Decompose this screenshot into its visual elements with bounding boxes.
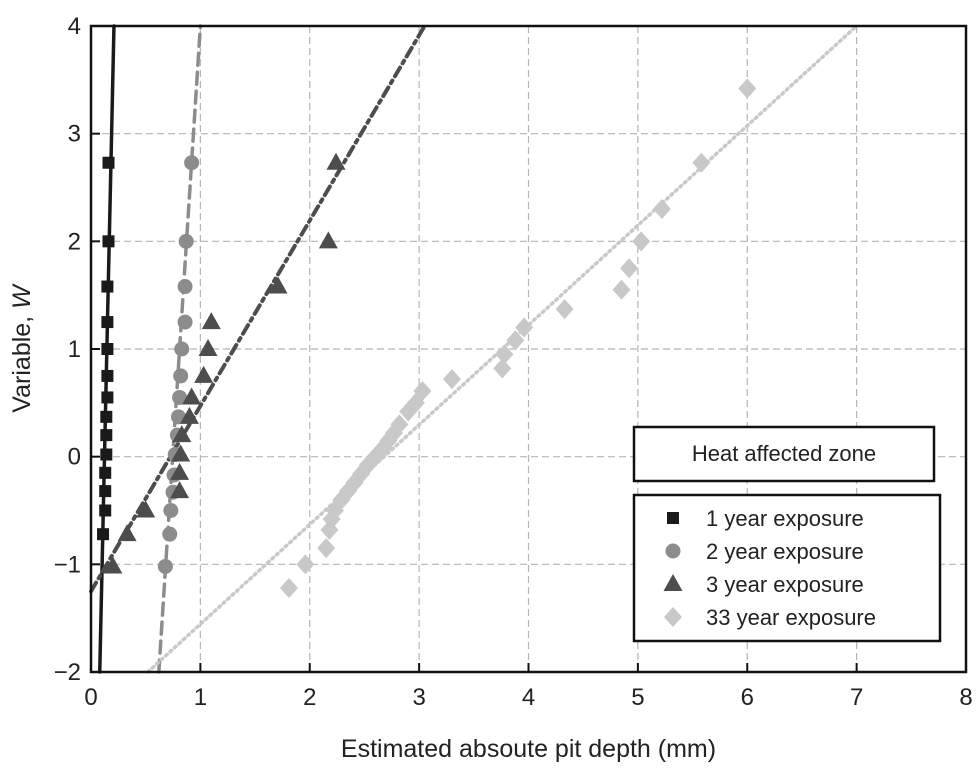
y-tick-label: 2: [68, 228, 81, 255]
data-point-33yr: [399, 401, 418, 422]
legend-label-2yr: 2 year exposure: [706, 539, 864, 564]
data-point-33yr: [632, 231, 651, 252]
fit-line-3yr: [89, 24, 427, 594]
y-tick-label: 1: [68, 336, 81, 363]
data-point-33yr: [738, 78, 757, 99]
legend-frame: [632, 493, 942, 643]
x-tick-label: 8: [959, 684, 972, 711]
data-point-2yr: [177, 279, 193, 295]
data-point-3yr: [201, 312, 221, 330]
data-point-33yr: [555, 299, 574, 320]
data-point-33yr: [442, 369, 461, 390]
data-point-3yr: [103, 556, 123, 574]
y-tick-label: 0: [68, 444, 81, 471]
data-point-3yr: [170, 462, 190, 480]
x-tick-label: 5: [631, 684, 644, 711]
data-point-3yr: [182, 387, 202, 405]
data-point-2yr: [174, 341, 190, 357]
data-point-33yr: [692, 152, 711, 173]
data-point-33yr: [296, 554, 315, 575]
data-point-3yr: [179, 406, 199, 424]
data-point-1yr: [100, 429, 113, 442]
data-point-2yr: [162, 526, 178, 542]
legend-label-33yr: 33 year exposure: [706, 605, 876, 630]
data-point-1yr: [100, 448, 113, 461]
data-point-1yr: [101, 280, 114, 293]
x-axis-label: Estimated absoute pit depth (mm): [341, 735, 716, 763]
grid-layer: [91, 26, 966, 672]
data-point-33yr: [495, 344, 514, 365]
x-tick-label: 0: [84, 684, 97, 711]
data-point-3yr: [194, 365, 214, 383]
legend-label-3yr: 3 year exposure: [706, 572, 864, 597]
x-tick-label: 2: [303, 684, 316, 711]
legend-title-box: Heat affected zone: [632, 425, 936, 483]
data-point-2yr: [157, 558, 173, 574]
data-point-1yr: [99, 504, 112, 517]
legend-title: Heat affected zone: [692, 441, 876, 466]
x-tick-label: 4: [522, 684, 535, 711]
data-point-1yr: [102, 235, 115, 248]
data-point-33yr: [652, 199, 671, 220]
y-tick-label: −1: [54, 551, 81, 578]
data-point-1yr: [101, 369, 114, 382]
data-point-1yr: [102, 156, 115, 169]
data-point-3yr: [171, 444, 191, 462]
data-point-3yr: [136, 500, 156, 518]
data-point-33yr: [620, 258, 639, 279]
data-point-2yr: [177, 314, 193, 330]
legend-marker-33yr: [664, 607, 682, 627]
x-tick-label: 7: [850, 684, 863, 711]
y-axis-label-prefix: Variable,: [8, 309, 36, 413]
data-point-3yr: [268, 276, 288, 294]
data-point-2yr: [178, 233, 194, 249]
data-point-2yr: [172, 389, 188, 405]
data-point-3yr: [117, 524, 137, 542]
y-tick-label: 3: [68, 121, 81, 148]
legend-title-frame: [632, 425, 936, 483]
x-tick-label: 1: [194, 684, 207, 711]
data-point-3yr: [326, 152, 346, 170]
data-point-1yr: [101, 343, 114, 355]
data-point-1yr: [101, 391, 114, 404]
legend-marker-1yr: [667, 512, 679, 524]
data-point-3yr: [172, 425, 192, 443]
y-axis-label-variable: W: [8, 283, 36, 309]
data-point-1yr: [99, 485, 112, 498]
data-point-33yr: [493, 358, 512, 379]
data-point-2yr: [173, 368, 189, 384]
data-point-33yr: [515, 317, 534, 338]
data-point-33yr: [612, 279, 631, 300]
data-point-3yr: [170, 481, 190, 499]
data-point-33yr: [506, 330, 525, 351]
data-point-1yr: [100, 410, 113, 423]
y-axis-label: Variable, W: [8, 283, 36, 413]
legend-label-1yr: 1 year exposure: [706, 506, 864, 531]
legend-marker-2yr: [665, 543, 681, 559]
data-point-2yr: [184, 155, 200, 171]
data-points-layer: [97, 78, 757, 599]
data-point-1yr: [97, 528, 110, 541]
data-point-3yr: [318, 231, 338, 249]
y-tick-label: −2: [54, 659, 81, 686]
x-tick-label: 6: [741, 684, 754, 711]
legend-entries: 1 year exposure 2 year exposure 3 year exp…: [663, 506, 876, 630]
data-point-3yr: [198, 339, 218, 356]
data-point-33yr: [320, 519, 339, 540]
y-tick-label: 4: [68, 13, 81, 40]
legend: 1 year exposure 2 year exposure 3 year exp…: [632, 493, 942, 643]
legend-marker-3yr: [663, 574, 683, 591]
data-point-33yr: [279, 578, 298, 599]
data-point-1yr: [101, 316, 114, 329]
data-point-2yr: [163, 503, 179, 518]
data-point-33yr: [317, 538, 336, 559]
data-point-1yr: [99, 466, 112, 479]
x-tick-label: 3: [412, 684, 425, 711]
ticks-layer: 0 1 2 3 4 5 6 7 8 −2 −1 0 1 2 3 4: [54, 13, 973, 711]
